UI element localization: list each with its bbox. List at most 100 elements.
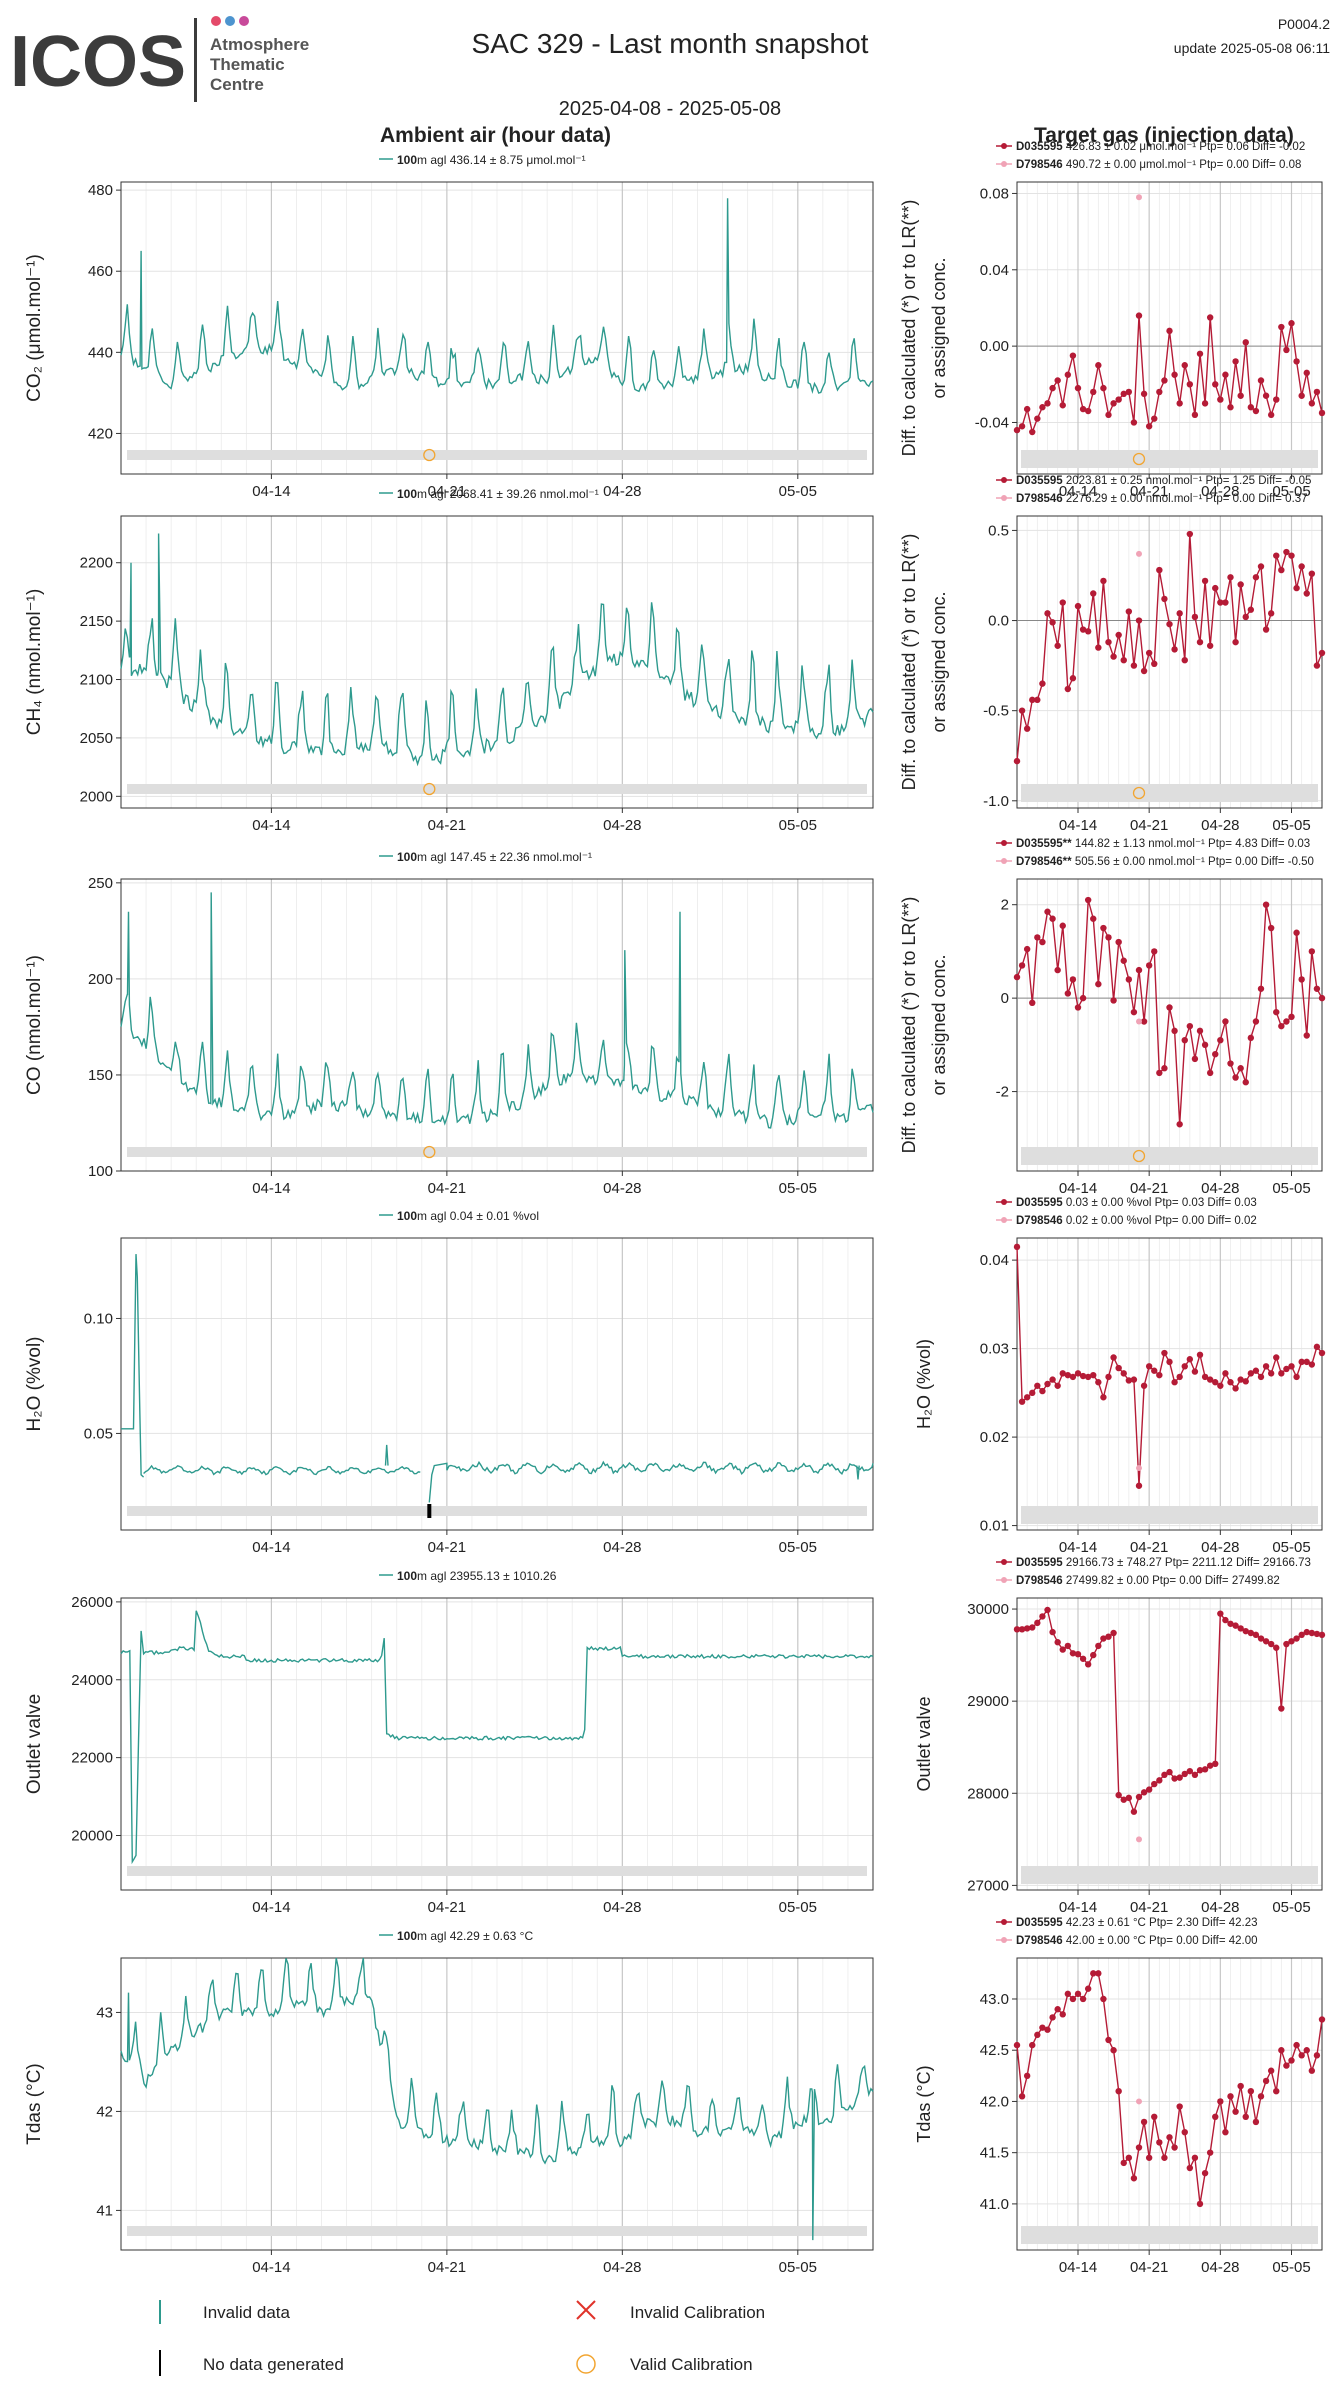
ambient-series-line xyxy=(120,1610,874,1865)
target-point-d035595 xyxy=(1079,405,1087,413)
target-point-d035595 xyxy=(1318,994,1326,1002)
x-tick-label: 04-21 xyxy=(1130,1539,1168,1556)
target-point-d035595 xyxy=(1100,577,1107,585)
target-point-d035595 xyxy=(1206,1069,1214,1077)
target-point-d035595 xyxy=(1222,371,1229,378)
target-point-d035595 xyxy=(1110,997,1117,1004)
y-tick-label: 0.05 xyxy=(84,1425,113,1442)
target-point-d035595 xyxy=(1217,396,1224,403)
x-tick-label: 04-21 xyxy=(428,1180,466,1197)
target-point-d035595 xyxy=(1288,1013,1295,1021)
target-point-d035595 xyxy=(1196,1767,1204,1774)
target-point-d035595 xyxy=(1156,2139,1163,2146)
target-point-d035595 xyxy=(1125,976,1133,983)
target-point-d035595 xyxy=(1171,1775,1178,1782)
target-point-d035595 xyxy=(1145,962,1153,969)
y-tick-label: 2200 xyxy=(80,555,113,572)
target-point-d035595 xyxy=(1079,994,1087,1002)
target-legend-text: D035595** 144.82 ± 1.13 nmol.mol⁻¹ Ptp= … xyxy=(1016,838,1310,850)
target-point-d035595 xyxy=(1018,1398,1026,1405)
legend-stats: m agl 436.14 ± 8.75 μmol.mol⁻¹ xyxy=(417,153,586,167)
target-point-d035595 xyxy=(1217,1610,1224,1617)
target-point-d035595 xyxy=(1074,1370,1082,1377)
target-point-d035595 xyxy=(1313,1343,1321,1351)
target-point-d035595 xyxy=(1176,610,1183,617)
target-point-d035595 xyxy=(1034,934,1041,941)
update-timestamp: update 2025-05-08 06:11 xyxy=(1173,40,1330,56)
target-point-d035595 xyxy=(1267,1370,1275,1377)
y-tick-label: 2050 xyxy=(80,730,113,747)
target-y-axis-label: Diff. to calculated (*) or to LR(**) xyxy=(899,200,919,457)
target-point-d035595 xyxy=(1095,644,1102,651)
target-point-d035595 xyxy=(1125,1377,1133,1384)
plot-frame xyxy=(1016,878,1323,1172)
target-panel-tdas: 04-14 04-21 04-28 05-05 41.0 41.5 42.0 42.5 43.0… xyxy=(914,1917,1326,2276)
target-point-d035595 xyxy=(1257,1635,1265,1642)
valid-calibration-icon xyxy=(576,2354,596,2374)
ambient-legend: 100m agl 2068.41 ± 39.26 nmol.mol⁻¹ xyxy=(379,487,599,501)
target-point-d035595 xyxy=(1252,407,1260,415)
target-point-d035595 xyxy=(1151,2113,1158,2121)
valid-calibration-marker xyxy=(423,448,436,462)
target-point-d035595 xyxy=(1278,2047,1285,2054)
target-point-d035595 xyxy=(1059,1646,1066,1653)
flag-band xyxy=(127,1866,867,1876)
target-point-d035595 xyxy=(1252,1367,1260,1374)
target-point-d035595 xyxy=(1288,552,1295,559)
target-point-d035595 xyxy=(1145,649,1153,657)
target-point-d035595 xyxy=(1191,1368,1199,1375)
logo-sub-1: Atmosphere xyxy=(210,35,309,54)
target-point-d035595 xyxy=(1095,1970,1102,1977)
target-point-d035595 xyxy=(1110,1629,1117,1637)
target-point-d035595 xyxy=(1044,1380,1051,1388)
target-point-d035595 xyxy=(1125,1794,1133,1802)
target-point-d035595 xyxy=(1029,2041,1036,2049)
logo-text: ICOS xyxy=(10,22,186,102)
target-panel-co2: 04-14 04-21 04-28 05-05 -0.04 0.00 0.04 0.08 Dif… xyxy=(899,141,1326,500)
x-tick-label: 04-21 xyxy=(1130,817,1168,834)
legend-stats: 426.83 ± 0.02 μmol.mol⁻¹ Ptp= 0.06 Diff=… xyxy=(1063,141,1306,153)
target-panel-outlet: 04-14 04-21 04-28 05-05 27000 28000 29000 30000… xyxy=(914,1557,1326,1916)
y-tick-label: 0.00 xyxy=(980,338,1009,355)
target-point-d035595 xyxy=(1090,1651,1097,1659)
plot-frame xyxy=(1016,181,1323,475)
target-point-d035595 xyxy=(1034,2031,1041,2039)
logo-divider xyxy=(194,18,197,102)
target-point-d035595 xyxy=(1201,2169,1209,2177)
x-tick-label: 04-21 xyxy=(1130,1899,1168,1916)
target-point-d035595 xyxy=(1196,638,1204,646)
target-point-d035595 xyxy=(1039,404,1046,411)
target-point-d035595 xyxy=(1212,2113,1219,2121)
target-point-d035595 xyxy=(1049,1376,1056,1383)
target-point-d035595 xyxy=(1278,1022,1285,1030)
ambient-panel-outlet: 04-14 04-21 04-28 05-05 20000 22000 24000 26000… xyxy=(24,1569,874,1916)
target-point-d035595 xyxy=(1059,402,1066,409)
legend-stats: 2023.81 ± 0.25 nmol.mol⁻¹ Ptp= 1.25 Diff… xyxy=(1063,475,1312,487)
target-point-d035595 xyxy=(1262,1638,1270,1645)
target-point-d035595 xyxy=(1069,1650,1077,1657)
target-point-d035595 xyxy=(1151,1367,1158,1374)
target-point-d035595 xyxy=(1145,1363,1153,1370)
target-point-d035595 xyxy=(1262,1363,1270,1370)
target-point-d035595 xyxy=(1054,642,1061,649)
target-point-d035595 xyxy=(1044,400,1051,407)
flag-band xyxy=(127,1506,867,1516)
x-tick-label: 05-05 xyxy=(779,1539,817,1556)
target-point-d035595 xyxy=(1262,2077,1270,2085)
bottom-legend: Invalid data No data generated Invalid C… xyxy=(159,2300,765,2376)
target-legend-text: D035595 2023.81 ± 0.25 nmol.mol⁻¹ Ptp= 1… xyxy=(1016,475,1311,487)
target-point-d035595 xyxy=(1156,1371,1163,1379)
y-tick-label: 42.0 xyxy=(980,2093,1009,2110)
y-tick-label: 0.04 xyxy=(980,262,1009,279)
target-legend-text: D798546 2276.29 ± 0.00 nmol.mol⁻¹ Ptp= 0… xyxy=(1016,493,1308,505)
plot-frame xyxy=(1016,1237,1323,1531)
legend-point-icon xyxy=(1001,477,1007,483)
target-point-d035595 xyxy=(1247,1370,1255,1377)
target-point-d035595 xyxy=(1013,973,1021,981)
target-point-d035595 xyxy=(1313,388,1321,396)
ambient-series-line xyxy=(120,892,874,1129)
target-point-d035595 xyxy=(1171,2144,1178,2151)
icos-logo: ICOS Atmosphere Thematic Centre xyxy=(10,16,309,102)
target-point-d035595 xyxy=(1283,1640,1290,1648)
target-point-d035595 xyxy=(1191,1771,1199,1779)
